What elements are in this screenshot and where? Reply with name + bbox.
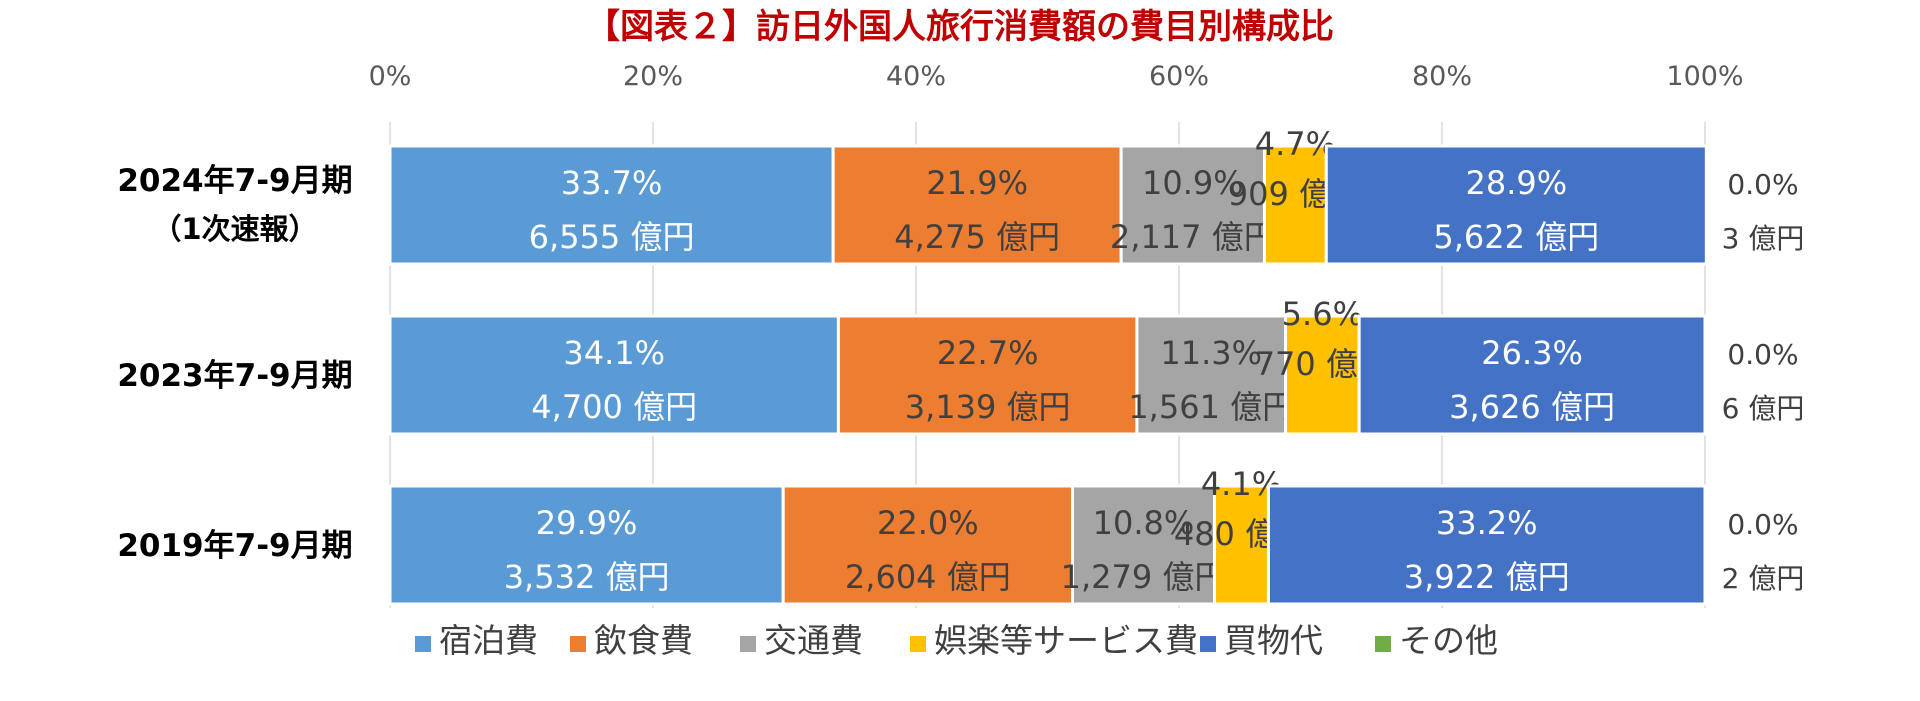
data-label-amount: 3,922 億円 (1404, 558, 1570, 596)
category-label-sub: （1次速報） (152, 212, 317, 246)
data-label-percent: 5.6% (1282, 295, 1363, 333)
bar-segment (388, 314, 840, 436)
category-label: 2023年7-9月期 (117, 358, 352, 394)
category-label: 2024年7-9月期 (117, 163, 352, 199)
bar-segment (388, 484, 785, 606)
data-label-percent: 4.7% (1255, 125, 1336, 163)
bar-segment (1357, 314, 1707, 436)
category-label: 2019年7-9月期 (117, 528, 352, 564)
data-label-percent: 0.0% (1727, 508, 1798, 541)
bar-segment (1266, 484, 1707, 606)
data-label-percent: 21.9% (926, 164, 1028, 202)
legend-swatch (570, 636, 586, 652)
legend-swatch (1375, 636, 1391, 652)
legend-label: 飲食費 (594, 621, 693, 660)
legend-swatch (740, 636, 756, 652)
data-label-amount: 3,626 億円 (1449, 388, 1615, 426)
data-label-amount: 5,622 億円 (1433, 218, 1599, 256)
bar-segment (1324, 144, 1708, 266)
data-label-amount: 4,275 億円 (894, 218, 1060, 256)
data-label-amount: 6,555 億円 (529, 218, 695, 256)
legend-label: 娯楽等サービス費 (934, 621, 1198, 660)
data-label-amount: 3,139 億円 (905, 388, 1071, 426)
legend-label: その他 (1399, 621, 1498, 660)
data-label-percent: 0.0% (1727, 338, 1798, 371)
bar-segment (388, 144, 835, 266)
bar-segment (781, 484, 1074, 606)
bar-segment (1284, 314, 1361, 436)
x-tick-label: 100% (1666, 61, 1743, 92)
data-label-percent: 34.1% (563, 334, 665, 372)
data-label-amount: 6 億円 (1722, 392, 1805, 425)
data-label-percent: 22.0% (877, 504, 979, 542)
data-label-percent: 22.7% (937, 334, 1039, 372)
data-label-amount: 4,700 億円 (531, 388, 697, 426)
data-label-amount: 1,561 億円 (1128, 388, 1294, 426)
x-tick-label: 0% (369, 61, 412, 92)
data-label-percent: 29.9% (536, 504, 638, 542)
bar-segment (1262, 144, 1328, 266)
data-label-amount: 1,279 億円 (1061, 558, 1227, 596)
legend-label: 交通費 (764, 621, 863, 660)
data-label-percent: 10.8% (1093, 504, 1195, 542)
data-label-percent: 26.3% (1481, 334, 1583, 372)
legend-label: 買物代 (1224, 621, 1323, 660)
chart-title: 【図表２】訪日外国人旅行消費額の費目別構成比 (586, 7, 1334, 47)
legend-label: 宿泊費 (439, 621, 538, 660)
data-label-amount: 2,604 億円 (845, 558, 1011, 596)
x-tick-label: 80% (1412, 61, 1472, 92)
data-label-percent: 10.9% (1142, 164, 1244, 202)
x-tick-label: 40% (886, 61, 946, 92)
data-label-percent: 33.2% (1436, 504, 1538, 542)
x-tick-label: 20% (623, 61, 683, 92)
data-label-percent: 11.3% (1160, 334, 1262, 372)
data-label-percent: 28.9% (1465, 164, 1567, 202)
legend-swatch (910, 636, 926, 652)
data-label-amount: 2,117 億円 (1110, 218, 1276, 256)
data-label-amount: 2 億円 (1722, 562, 1805, 595)
data-label-percent: 0.0% (1727, 168, 1798, 201)
legend-swatch (1200, 636, 1216, 652)
bar-segment (836, 314, 1139, 436)
data-label-amount: 3 億円 (1722, 222, 1805, 255)
data-label-amount: 3,532 億円 (504, 558, 670, 596)
data-label-percent: 33.7% (561, 164, 663, 202)
x-tick-label: 60% (1149, 61, 1209, 92)
bar-segment (1070, 484, 1217, 606)
legend-swatch (415, 636, 431, 652)
